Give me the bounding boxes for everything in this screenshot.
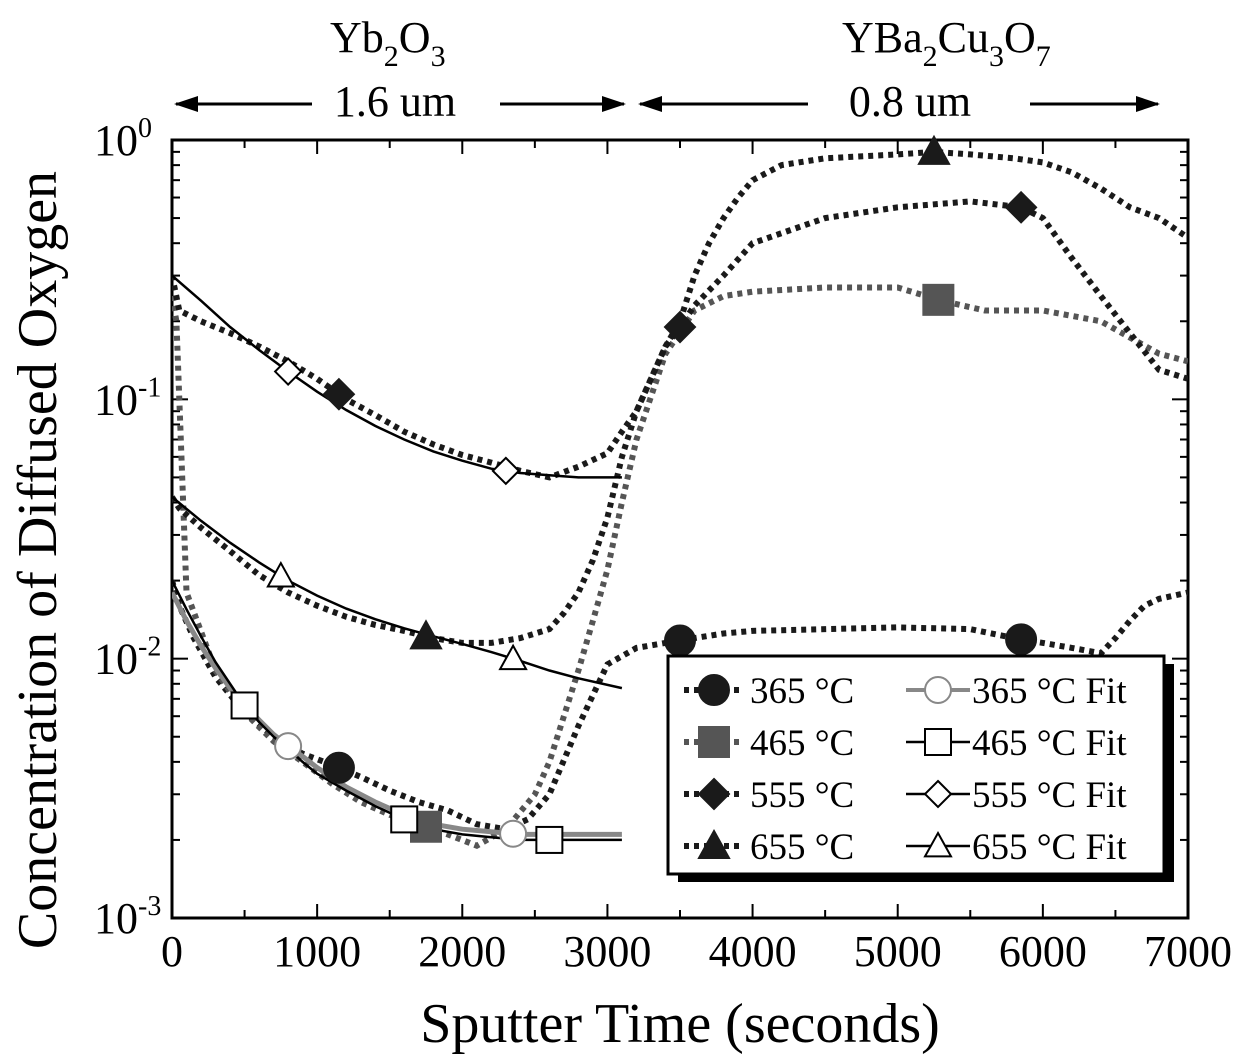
- legend-box: [666, 654, 1166, 876]
- y-tick-label: 10-2: [94, 632, 161, 684]
- filled-square-marker: [922, 283, 955, 316]
- legend-label: 465 °C Fit: [972, 723, 1127, 764]
- region-thickness-left: 1.6 um: [334, 77, 456, 126]
- x-tick-label: 0: [161, 927, 183, 976]
- filled-circle-marker: [322, 751, 355, 784]
- filled-diamond-marker: [697, 777, 731, 811]
- filled-square-marker: [698, 726, 730, 758]
- x-tick-label: 7000: [1144, 927, 1232, 976]
- region-label-right: YBa2Cu3O7: [842, 13, 1051, 73]
- y-tick-label: 10-1: [94, 372, 161, 424]
- filled-circle-marker: [698, 674, 730, 706]
- open-triangle-marker: [498, 643, 528, 671]
- x-tick-label: 4000: [709, 927, 797, 976]
- x-tick-label: 2000: [418, 927, 506, 976]
- series-layer: [172, 148, 1188, 850]
- marker-layer: [230, 134, 1038, 854]
- y-axis-title: Concentration of Diffused Oxygen: [7, 171, 69, 949]
- open-triangle-marker: [266, 560, 296, 588]
- series-line-3: [172, 148, 1188, 646]
- y-tick-labels: 10-3 10-2 10-1 100: [94, 113, 161, 943]
- series-line-7: [172, 496, 623, 690]
- filled-triangle-marker: [917, 134, 951, 165]
- open-square-marker: [535, 825, 564, 854]
- filled-triangle-marker: [697, 828, 731, 859]
- filled-diamond-marker: [1004, 190, 1038, 224]
- legend-label: 555 °C: [750, 775, 854, 816]
- filled-circle-marker: [1005, 623, 1038, 656]
- filled-circle-marker: [664, 624, 696, 657]
- open-circle-marker: [274, 732, 303, 761]
- open-diamond-marker: [273, 357, 303, 386]
- open-square-marker: [924, 728, 952, 756]
- open-square-marker: [390, 805, 419, 834]
- x-tick-label: 1000: [273, 927, 361, 976]
- filled-diamond-marker: [663, 310, 697, 344]
- region-arrowhead-left-start: [174, 96, 198, 112]
- legend-label: 365 °C Fit: [972, 671, 1127, 712]
- x-axis-title: Sputter Time (seconds): [420, 993, 940, 1055]
- legend-label: 555 °C Fit: [972, 775, 1127, 816]
- open-circle-marker: [499, 819, 528, 848]
- filled-diamond-marker: [322, 377, 356, 411]
- region-label-left: Yb2O3: [330, 13, 446, 73]
- region-arrowhead-right-start: [638, 96, 662, 112]
- legend-label: 465 °C: [750, 723, 854, 764]
- x-tick-label: 6000: [999, 927, 1087, 976]
- legend-label: 655 °C Fit: [972, 827, 1127, 868]
- legend-label: 655 °C: [750, 827, 854, 868]
- open-square-marker: [230, 691, 259, 720]
- series-line-1: [172, 284, 1188, 850]
- x-tick-label: 3000: [563, 927, 651, 976]
- y-tick-label: 10-3: [94, 891, 161, 943]
- series-line-6: [172, 274, 622, 479]
- open-circle-marker: [924, 676, 952, 704]
- open-diamond-marker: [491, 456, 521, 486]
- open-triangle-marker: [923, 830, 953, 858]
- x-tick-label: 5000: [854, 927, 942, 976]
- filled-triangle-marker: [409, 619, 443, 650]
- open-diamond-marker: [923, 779, 953, 809]
- legend: 365 °C 465 °C 555 °C 655 °C 365 °C Fit 465 °C…: [666, 654, 1174, 882]
- region-thickness-right: 0.8 um: [849, 77, 971, 126]
- region-annotations: Yb2O3 YBa2Cu3O7 1.6 um 0.8 um: [174, 13, 1160, 126]
- legend-label: 365 °C: [750, 671, 854, 712]
- x-tick-labels: 0 1000 2000 3000 4000 5000 6000 7000: [161, 927, 1232, 976]
- y-tick-label: 100: [94, 113, 152, 165]
- region-arrowhead-left-end: [602, 96, 626, 112]
- region-arrowhead-right-end: [1136, 96, 1160, 112]
- series-line-2: [172, 198, 1188, 481]
